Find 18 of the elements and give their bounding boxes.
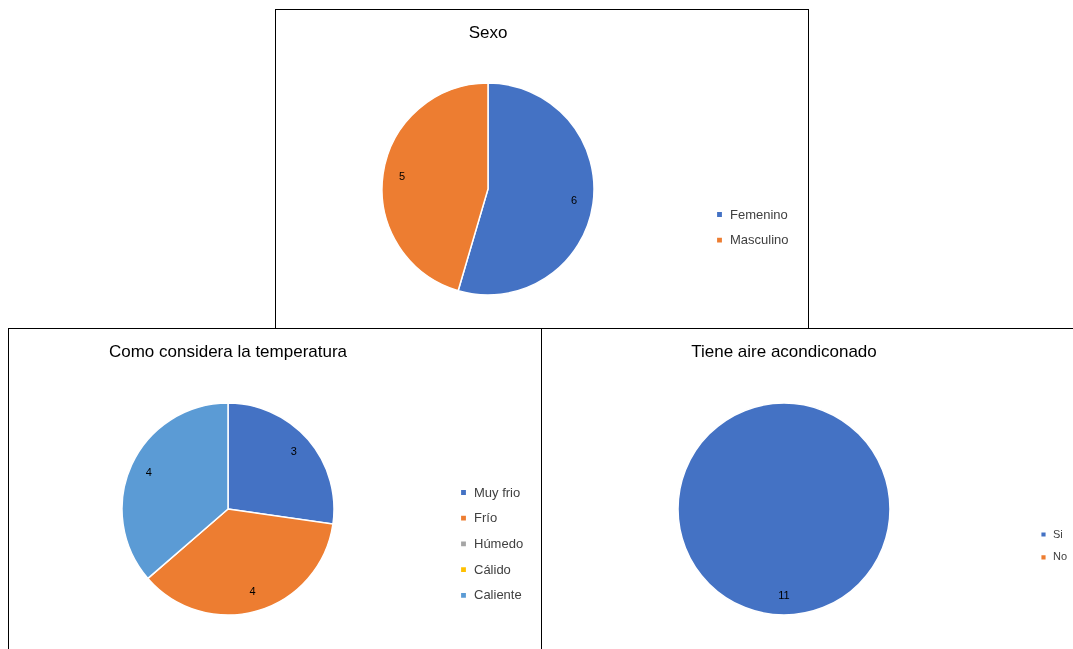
- data-label: 6: [570, 194, 578, 207]
- legend-label: Frío: [474, 510, 498, 526]
- legend-label: Masculino: [730, 232, 789, 248]
- chart-title: Como considera la temperatura: [108, 342, 348, 361]
- legend-label: No: [1053, 550, 1068, 563]
- legend-label: Femenino: [730, 206, 788, 222]
- legend-label: Muy frio: [474, 484, 521, 500]
- data-label: 4: [249, 585, 256, 598]
- chart-title: Sexo: [468, 23, 508, 42]
- data-label: 3: [290, 445, 297, 458]
- chart-title: Tiene aire acondiconado: [691, 342, 877, 361]
- data-label: 5: [398, 169, 406, 182]
- legend-label: Húmedo: [474, 535, 524, 551]
- data-label: 4: [145, 465, 152, 478]
- legend-label: Caliente: [474, 587, 522, 603]
- data-label: 11: [778, 588, 790, 601]
- legend-label: Si: [1053, 527, 1063, 540]
- legend-label: Cálido: [474, 561, 511, 577]
